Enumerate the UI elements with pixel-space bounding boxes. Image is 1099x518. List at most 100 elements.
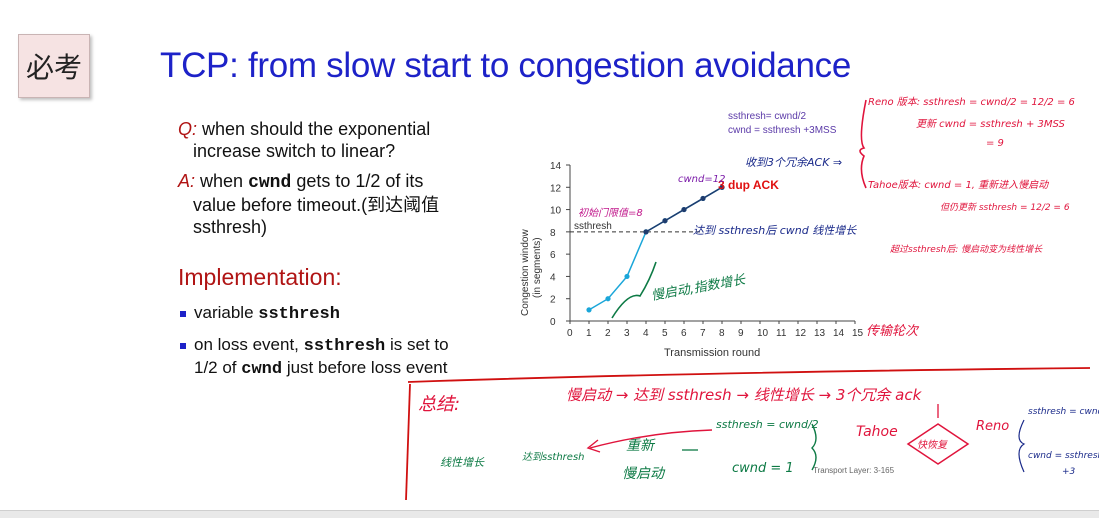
summary-tahoe-ss: ssthresh = cwnd/2 xyxy=(716,418,819,431)
series-point xyxy=(700,195,706,202)
bullet-2: on loss event, ssthresh is set to 1/2 of… xyxy=(180,334,449,380)
footer: Transport Layer: 3-165 xyxy=(813,466,895,475)
dup-ack-label: 3 dup ACK xyxy=(718,178,779,192)
x-tick-label: 12 xyxy=(795,328,807,339)
a-post: gets to 1/2 of its xyxy=(296,171,424,191)
summary-blue-brace xyxy=(1018,419,1026,473)
sticky-note: 必考 xyxy=(18,34,90,98)
summary-reno-ss: ssthresh = cwnd/2 xyxy=(1028,407,1099,417)
hw-reno-line2: 更新 cwnd = ssthresh + 3MSS xyxy=(916,118,1065,130)
slide-title: TCP: from slow start to congestion avoid… xyxy=(160,46,852,85)
series-point xyxy=(681,206,687,213)
summary-reno-cwnd1: cwnd = ssthresh xyxy=(1028,451,1099,461)
hw-tahoe-line1: Tahoe版本: cwnd = 1, 重新进入慢启动 xyxy=(868,179,1049,191)
q-label: Q: xyxy=(178,119,198,139)
y-tick-label: 0 xyxy=(550,317,556,328)
series-point xyxy=(719,184,725,190)
series-point xyxy=(605,296,611,302)
summary-label: 总结: xyxy=(418,394,460,415)
a-line2: value before timeout.(到达阈值 xyxy=(193,195,440,215)
x-tick-label: 13 xyxy=(814,328,826,339)
formula-ssthresh: ssthresh= cwnd/2 xyxy=(728,111,807,122)
x-tick-label: 5 xyxy=(662,328,668,339)
x-tick-label: 10 xyxy=(757,328,769,339)
answer: A: when cwnd gets to 1/2 of its value be… xyxy=(178,170,439,238)
q-line2: increase switch to linear? xyxy=(193,141,396,161)
x-axis-label: Transmission round xyxy=(664,347,760,359)
implementation-heading: Implementation: xyxy=(178,264,342,290)
b1-code: ssthresh xyxy=(258,305,340,324)
bullet-square-icon xyxy=(180,342,186,349)
x-tick-label: 3 xyxy=(624,328,630,339)
series-point xyxy=(624,273,630,280)
hw-initial-thresh: 初始门限值=8 xyxy=(578,207,643,219)
b2-pre: on loss event, xyxy=(194,335,299,354)
y-tick-label: 2 xyxy=(550,295,556,306)
hw-tahoe-line2: 但仍更新 ssthresh = 12/2 = 6 xyxy=(940,202,1070,213)
y-axis-label: Congestion window xyxy=(520,229,531,316)
x-tick-label: 6 xyxy=(681,328,687,339)
summary-diamond xyxy=(906,423,970,465)
y-tick-label: 6 xyxy=(550,250,556,261)
b1-text: variable xyxy=(194,303,254,322)
hw-tahoe-line3: 超过ssthresh后: 慢启动变为线性增长 xyxy=(890,244,1043,255)
x-tick-label: 8 xyxy=(719,328,725,339)
summary-flow: 慢启动 → 达到 ssthresh → 线性增长 → 3个冗余 ack xyxy=(566,386,923,404)
q-line1: when should the exponential xyxy=(202,119,431,139)
summary-tahoe: Tahoe xyxy=(856,424,898,440)
y-tick-label: 14 xyxy=(550,161,562,172)
summary-arrow-1 xyxy=(589,429,713,449)
summary-restart2: 慢启动 xyxy=(622,466,666,482)
chart-axes xyxy=(569,165,855,322)
series-point xyxy=(586,307,592,313)
y-axis-label-2: (in segments) xyxy=(532,237,543,298)
bullet-square-icon xyxy=(180,310,186,317)
formula-cwnd: cwnd = ssthresh +3MSS xyxy=(728,125,837,136)
ylabel-line2: (in segments) xyxy=(532,237,543,298)
x-tick-label: 14 xyxy=(833,328,845,339)
x-tick-label: 4 xyxy=(643,328,649,339)
question: Q: when should the exponential increase … xyxy=(178,118,430,162)
hw-received-3dup: 收到3个冗余ACK ⇒ xyxy=(745,156,842,169)
hw-slow-start-curve xyxy=(611,261,657,319)
x-tick-label: 0 xyxy=(567,328,573,339)
hw-slow-start: 慢启动,指数增长 xyxy=(650,272,747,303)
x-tick-label: 15 xyxy=(852,328,864,339)
sticky-note-text: 必考 xyxy=(25,51,82,84)
hw-right-brace xyxy=(859,99,867,189)
a-code: cwnd xyxy=(248,173,292,193)
y-tick-label: 12 xyxy=(550,183,562,194)
summary-arrow-1-head xyxy=(586,439,601,453)
ssthresh-label: ssthresh xyxy=(574,221,612,232)
b2-line2-post: just before loss event xyxy=(286,358,448,377)
series-point xyxy=(643,229,649,235)
b2-line2-pre: 1/2 of xyxy=(194,358,237,377)
a-pre: when xyxy=(200,171,244,191)
hw-reno-line1: Reno 版本: ssthresh = cwnd/2 = 12/2 = 6 xyxy=(868,96,1075,108)
y-tick-label: 4 xyxy=(550,272,556,283)
bullet-1: variable ssthresh xyxy=(180,302,340,325)
x-tick-label: 11 xyxy=(776,328,787,339)
ylabel-line1: Congestion window xyxy=(520,229,531,316)
hw-reno-line3: = 9 xyxy=(986,138,1004,149)
summary-linear: 线性增长 xyxy=(440,456,485,469)
chart-series xyxy=(586,184,725,313)
hw-cwnd12: cwnd=12 xyxy=(678,174,725,185)
x-tick-label: 7 xyxy=(700,328,706,339)
b2-code: ssthresh xyxy=(303,337,386,356)
x-tick-label: 1 xyxy=(586,328,592,339)
y-tick-label: 8 xyxy=(550,228,556,239)
series-point xyxy=(662,218,668,224)
summary-tahoe-cwnd: cwnd = 1 xyxy=(732,461,794,476)
summary-green-brace xyxy=(811,423,817,471)
summary-restart1: 重新 xyxy=(626,438,656,454)
y-tick-label: 10 xyxy=(550,206,562,217)
summary-reno-cwnd2: +3 xyxy=(1062,467,1076,477)
summary-reach: 达到ssthresh xyxy=(522,451,585,463)
x-ticks: 0 1 2 3 4 5 6 7 8 9 10 11 12 13 14 15 xyxy=(567,321,864,339)
summary-box: 总结: 慢启动 → 达到 ssthresh → 线性增长 → 3个冗余 ack … xyxy=(405,367,1099,501)
y-ticks: 0 2 4 6 8 10 12 14 xyxy=(550,161,570,328)
